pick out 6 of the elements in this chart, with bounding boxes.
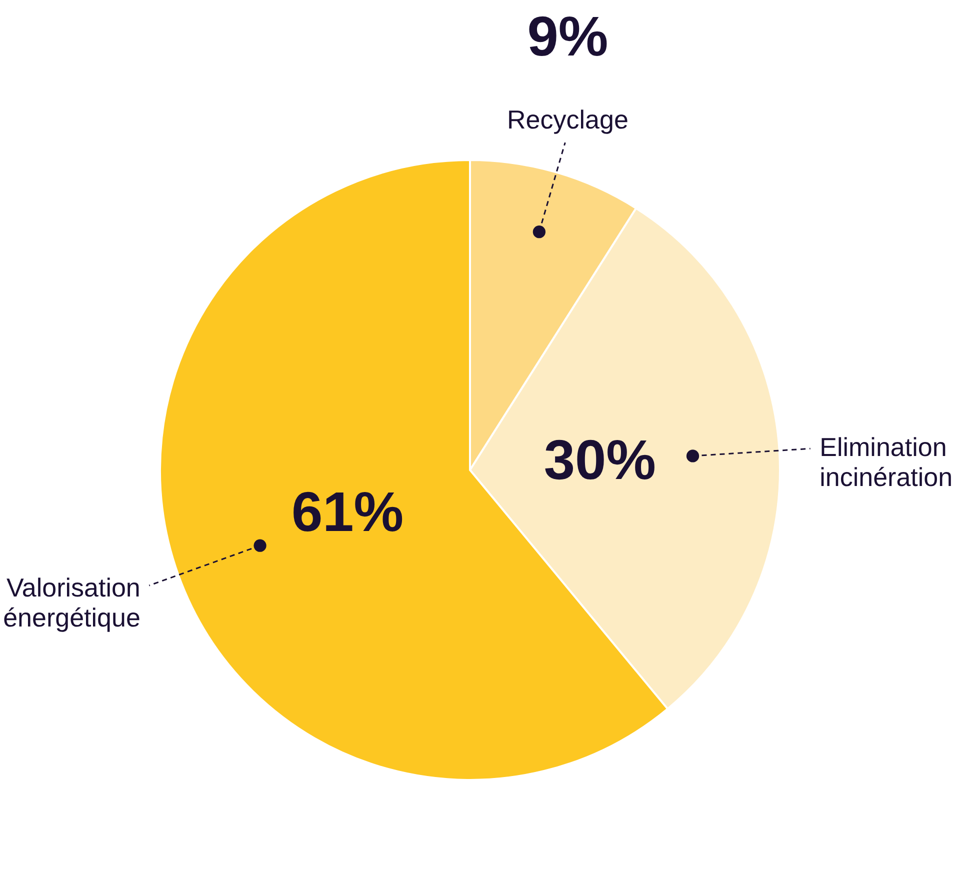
data-label: 30%: [544, 428, 656, 491]
slice-label: Valorisation énergétique: [3, 572, 140, 633]
slice-label: Recyclage: [507, 104, 628, 135]
data-label: 9%: [527, 4, 608, 68]
data-label: 61%: [291, 480, 404, 544]
slice-label: Elimination incinération: [820, 432, 953, 492]
